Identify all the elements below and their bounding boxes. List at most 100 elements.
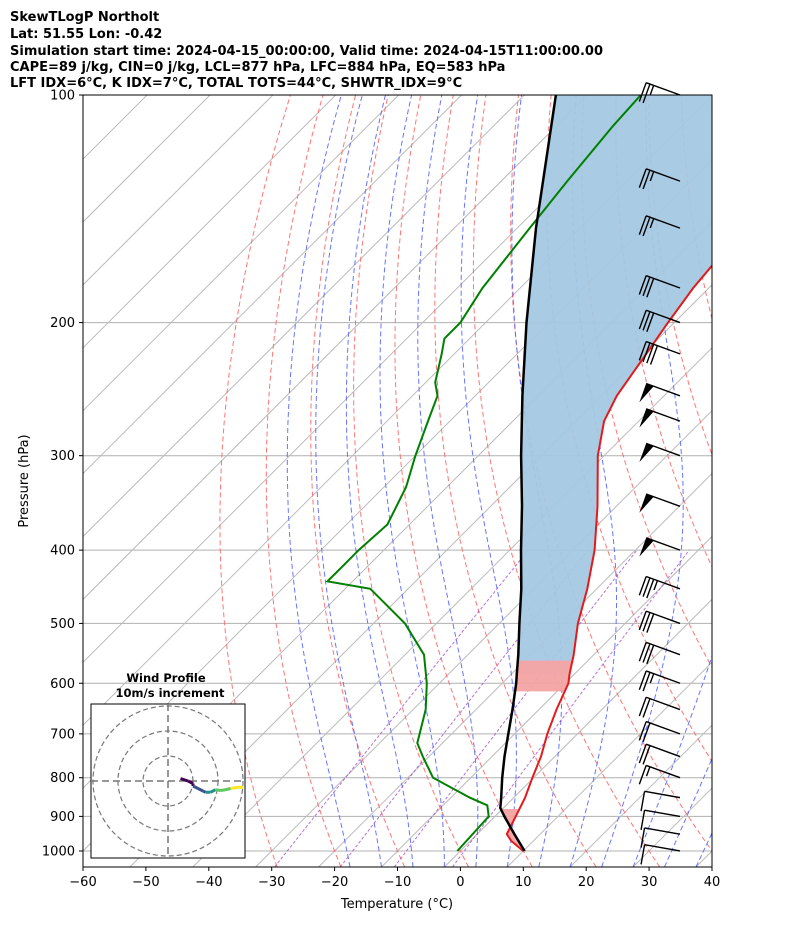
barb-feather (638, 168, 647, 188)
moist-adiabat-line (286, 95, 351, 867)
y-tick-label: 100 (50, 89, 75, 104)
x-tick-label: 20 (578, 875, 595, 890)
dry-adiabat-line (434, 95, 597, 867)
isotherm-line (759, 95, 794, 867)
wind-barb (638, 275, 681, 298)
barb-flag (639, 383, 654, 403)
dry-adiabat-line (265, 95, 342, 867)
barb-feather (640, 827, 646, 848)
hodograph-segment (209, 788, 217, 794)
y-tick-label: 900 (50, 810, 75, 825)
barb-half-feather (649, 171, 655, 182)
isotherm-line (444, 598, 712, 867)
header: SkewTLogP Northolt Lat: 51.55 Lon: -0.42… (10, 10, 603, 91)
x-tick-label: 10 (515, 875, 532, 890)
mixing-ratio-line (393, 549, 638, 867)
wind-barb (640, 790, 681, 812)
barb-feather (638, 642, 647, 662)
header-location: Lat: 51.55 Lon: -0.42 (10, 27, 162, 42)
barb-feather (642, 745, 651, 765)
barb-feather (638, 310, 647, 330)
barb-flag (639, 537, 654, 557)
x-tick-label: −60 (69, 875, 96, 890)
inset-title: Wind Profile (126, 671, 206, 685)
barb-feather (642, 216, 651, 237)
hodograph-segment (197, 787, 204, 793)
barb-half-feather (653, 580, 659, 591)
wind-barb (639, 537, 681, 557)
barb-feather (638, 743, 647, 764)
barb-staff (645, 696, 681, 711)
wind-barb (640, 844, 681, 865)
x-tick-label: −50 (132, 875, 159, 890)
dry-adiabat-line (394, 95, 533, 867)
barb-feather (638, 576, 647, 596)
isotherm-line (83, 95, 462, 475)
barb-staff (645, 743, 681, 758)
moist-adiabat-line (601, 95, 684, 867)
barb-half-feather (649, 85, 655, 96)
barb-flag (639, 493, 654, 513)
cin-shading (515, 660, 573, 692)
wind-barb (640, 827, 681, 848)
isotherm-line (318, 472, 712, 867)
isotherm-line (83, 95, 651, 663)
barb-staff (645, 575, 681, 590)
barb-half-feather (649, 218, 655, 229)
dry-adiabat-line (714, 95, 794, 867)
hodograph-segment (187, 779, 194, 785)
isotherm-line (129, 284, 712, 867)
moist-adiabat-line (664, 757, 712, 867)
moist-adiabat-line (315, 95, 382, 867)
barb-staff (644, 827, 681, 835)
barb-feather (638, 341, 647, 361)
barb-feather (638, 765, 647, 785)
barb-feather (642, 698, 651, 718)
hodograph-segment (215, 788, 221, 792)
wind-barb (638, 309, 681, 333)
y-axis-label: Pressure (hPa) (17, 434, 32, 527)
dry-adiabat-line (353, 95, 469, 867)
wind-barb (638, 575, 681, 599)
wind-barb (638, 641, 681, 665)
hodograph-segment (180, 777, 189, 783)
isotherm-line (255, 409, 712, 867)
mixing-ratio-line (339, 549, 589, 867)
barb-feather (638, 275, 647, 295)
wind-barb (638, 720, 681, 742)
dry-adiabat-line (472, 95, 661, 867)
hodograph-segment (202, 789, 207, 794)
inset-subtitle: 10m/s increment (116, 686, 225, 700)
barb-staff (645, 309, 681, 324)
barb-feather (642, 722, 651, 742)
barb-staff (645, 641, 681, 656)
barb-feather (638, 696, 647, 717)
barb-staff (645, 720, 681, 735)
isotherm-line (83, 95, 588, 601)
barb-feather (646, 579, 655, 599)
barb-feather (649, 345, 659, 365)
y-tick-label: 400 (50, 544, 75, 559)
wind-barbs (638, 82, 681, 865)
isotherm-line (381, 535, 712, 867)
barb-feather (638, 610, 647, 631)
wind-barb (639, 442, 681, 463)
x-axis-label: Temperature (°C) (340, 897, 453, 912)
barb-staff (644, 790, 681, 799)
mixing-ratio-line (452, 549, 690, 867)
header-indices-1: CAPE=89 j/kg, CIN=0 j/kg, LCL=877 hPa, L… (10, 60, 505, 75)
barb-staff (645, 493, 681, 507)
wind-barb (640, 809, 681, 830)
barb-feather (642, 342, 651, 362)
barb-staff (644, 844, 681, 852)
moist-adiabat-line (417, 95, 479, 867)
y-tick-label: 600 (50, 677, 75, 692)
isotherm-line (83, 95, 525, 538)
barb-staff (645, 82, 681, 96)
wind-barb (638, 743, 681, 765)
barb-flag (639, 443, 654, 463)
y-tick-label: 500 (50, 617, 75, 632)
wind-barb (638, 168, 681, 190)
barb-staff (645, 670, 681, 684)
